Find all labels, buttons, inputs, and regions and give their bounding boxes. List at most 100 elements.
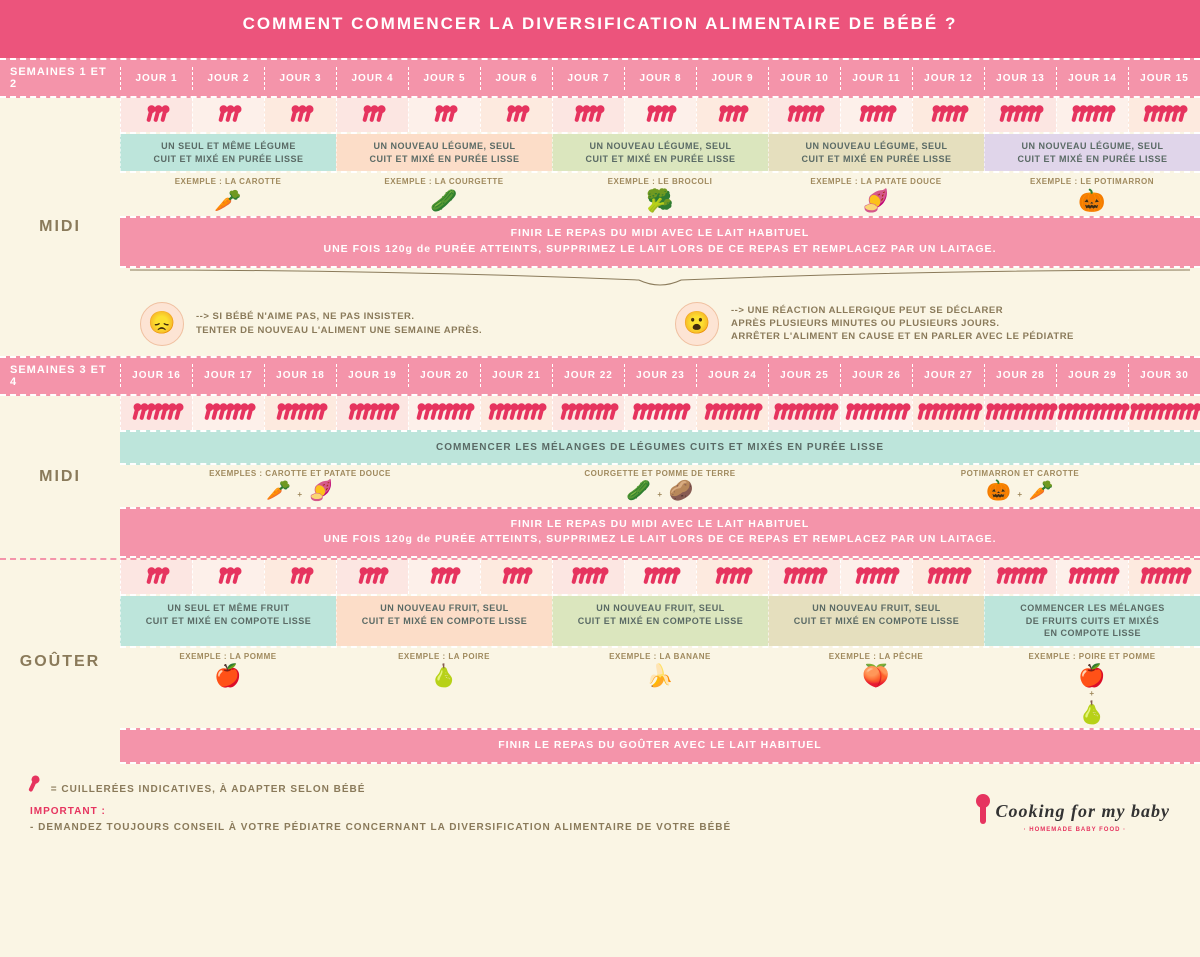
spoon-cell [984, 98, 1056, 132]
day-header: JOUR 25 [768, 364, 840, 387]
spoon-cell [624, 396, 696, 430]
week34-fruit-examples: EXEMPLE : LA POMME🍎EXEMPLE : LA POIRE🍐 EX… [120, 648, 1200, 728]
spoon-cell [408, 396, 480, 430]
legume-box: UN NOUVEAU LÉGUME, SEULCUIT ET MIXÉ EN P… [336, 134, 552, 171]
week12-label: SEMAINES 1 ET 2 [0, 60, 120, 96]
spoon-cell [336, 98, 408, 132]
fruit-box: UN NOUVEAU FRUIT, SEULCUIT ET MIXÉ EN CO… [336, 596, 552, 646]
spoon-cell [1056, 98, 1128, 132]
baby-allergy-icon: 😮 [675, 302, 719, 346]
brand-spoon-icon [980, 800, 986, 824]
fruit-example: EXEMPLE : LA POIRE🍐 [336, 648, 552, 728]
week34-mix-instruction: COMMENCER LES MÉLANGES DE LÉGUMES CUITS … [120, 430, 1200, 465]
spoon-cell [624, 560, 696, 594]
mix-example: COURGETTE ET POMME DE TERRE🥒+🥔 [480, 469, 840, 503]
day-header: JOUR 26 [840, 364, 912, 387]
week34-gouter-note: FINIR LE REPAS DU GOÛTER AVEC LE LAIT HA… [120, 728, 1200, 764]
legume-example: EXEMPLE : LE BROCOLI🥦 [552, 173, 768, 216]
fruit-box: UN NOUVEAU FRUIT, SEULCUIT ET MIXÉ EN CO… [768, 596, 984, 646]
day-header: JOUR 27 [912, 364, 984, 387]
baby-sad-icon: 😞 [140, 302, 184, 346]
spoon-cell [696, 98, 768, 132]
spoon-cell [192, 396, 264, 430]
mix-example: POTIMARRON ET CAROTTE🎃+🥕 [840, 469, 1200, 503]
fruit-example: EXEMPLE : LA PÊCHE🍑 [768, 648, 984, 728]
spoon-cell [120, 98, 192, 132]
spoon-cell [552, 396, 624, 430]
day-header: JOUR 5 [408, 67, 480, 90]
spoon-cell [696, 560, 768, 594]
fruit-example: EXEMPLE : LA POMME🍎 [120, 648, 336, 728]
bracket-graphic [130, 268, 1190, 292]
legume-example: EXEMPLE : LA CAROTTE🥕 [120, 173, 336, 216]
day-header: JOUR 28 [984, 364, 1056, 387]
week34-midi-note: FINIR LE REPAS DU MIDI AVEC LE LAIT HABI… [120, 507, 1200, 559]
spoon-cell [480, 396, 552, 430]
day-header: JOUR 15 [1128, 67, 1200, 90]
legume-box: UN SEUL ET MÊME LÉGUMECUIT ET MIXÉ EN PU… [120, 134, 336, 171]
week34-gouter-spoons [120, 560, 1200, 594]
meal-midi-label-2: MIDI [0, 396, 120, 559]
week12-header: SEMAINES 1 ET 2 JOUR 1JOUR 2JOUR 3JOUR 4… [0, 58, 1200, 98]
day-header: JOUR 11 [840, 67, 912, 90]
day-header: JOUR 7 [552, 67, 624, 90]
day-header: JOUR 18 [264, 364, 336, 387]
week34-midi-spoons [120, 396, 1200, 430]
spoon-cell [408, 560, 480, 594]
spoon-cell [1056, 560, 1128, 594]
week34-fruit-row: UN SEUL ET MÊME FRUITCUIT ET MIXÉ EN COM… [120, 594, 1200, 648]
page-title: COMMENT COMMENCER LA DIVERSIFICATION ALI… [0, 0, 1200, 58]
spoon-cell [552, 560, 624, 594]
week12-example-row: EXEMPLE : LA CAROTTE🥕EXEMPLE : LA COURGE… [120, 173, 1200, 216]
brand-logo: Cooking for my baby · HOMEMADE BABY FOOD… [980, 797, 1170, 835]
tips-row: 😞 --> SI BÉBÉ N'AIME PAS, NE PAS INSISTE… [120, 292, 1200, 356]
week12-midi-note: FINIR LE REPAS DU MIDI AVEC LE LAIT HABI… [120, 216, 1200, 268]
legume-box: UN NOUVEAU LÉGUME, SEULCUIT ET MIXÉ EN P… [552, 134, 768, 171]
day-header: JOUR 2 [192, 67, 264, 90]
spoon-cell [696, 396, 768, 430]
meal-midi-label: MIDI [0, 98, 120, 356]
week12-legume-row: UN SEUL ET MÊME LÉGUMECUIT ET MIXÉ EN PU… [120, 132, 1200, 173]
day-header: JOUR 13 [984, 67, 1056, 90]
spoon-cell [264, 98, 336, 132]
day-header: JOUR 6 [480, 67, 552, 90]
footer: = CUILLERÉES INDICATIVES, À ADAPTER SELO… [0, 764, 1200, 850]
spoon-cell [336, 560, 408, 594]
legume-example: EXEMPLE : LE POTIMARRON🎃 [984, 173, 1200, 216]
legume-box: UN NOUVEAU LÉGUME, SEULCUIT ET MIXÉ EN P… [768, 134, 984, 171]
legume-box: UN NOUVEAU LÉGUME, SEULCUIT ET MIXÉ EN P… [984, 134, 1200, 171]
day-header: JOUR 3 [264, 67, 336, 90]
spoon-cell [1128, 560, 1200, 594]
week34-header: SEMAINES 3 ET 4 JOUR 16JOUR 17JOUR 18JOU… [0, 356, 1200, 396]
spoon-cell [480, 560, 552, 594]
spoon-cell [984, 396, 1056, 430]
spoon-cell [768, 396, 840, 430]
spoon-cell [1056, 396, 1128, 430]
day-header: JOUR 14 [1056, 67, 1128, 90]
legume-example: EXEMPLE : LA COURGETTE🥒 [336, 173, 552, 216]
tip-dislike: 😞 --> SI BÉBÉ N'AIME PAS, NE PAS INSISTE… [140, 302, 645, 346]
day-header: JOUR 19 [336, 364, 408, 387]
mix-example: EXEMPLES : CAROTTE ET PATATE DOUCE🥕+🍠 [120, 469, 480, 503]
fruit-box: UN SEUL ET MÊME FRUITCUIT ET MIXÉ EN COM… [120, 596, 336, 646]
day-header: JOUR 10 [768, 67, 840, 90]
day-header: JOUR 17 [192, 364, 264, 387]
day-header: JOUR 30 [1128, 364, 1200, 387]
day-header: JOUR 9 [696, 67, 768, 90]
day-header: JOUR 8 [624, 67, 696, 90]
fruit-box: UN NOUVEAU FRUIT, SEULCUIT ET MIXÉ EN CO… [552, 596, 768, 646]
day-header: JOUR 16 [120, 364, 192, 387]
day-header: JOUR 20 [408, 364, 480, 387]
spoon-cell [264, 560, 336, 594]
day-header: JOUR 24 [696, 364, 768, 387]
spoon-cell [264, 396, 336, 430]
spoon-cell [912, 396, 984, 430]
day-header: JOUR 21 [480, 364, 552, 387]
day-header: JOUR 29 [1056, 364, 1128, 387]
week34-label: SEMAINES 3 ET 4 [0, 358, 120, 394]
spoon-cell [840, 98, 912, 132]
fruit-box: COMMENCER LES MÉLANGESDE FRUITS CUITS ET… [984, 596, 1200, 646]
fruit-example: EXEMPLE : POIRE ET POMME🍎+🍐 [984, 648, 1200, 728]
week12-spoon-row [120, 98, 1200, 132]
day-header: JOUR 22 [552, 364, 624, 387]
